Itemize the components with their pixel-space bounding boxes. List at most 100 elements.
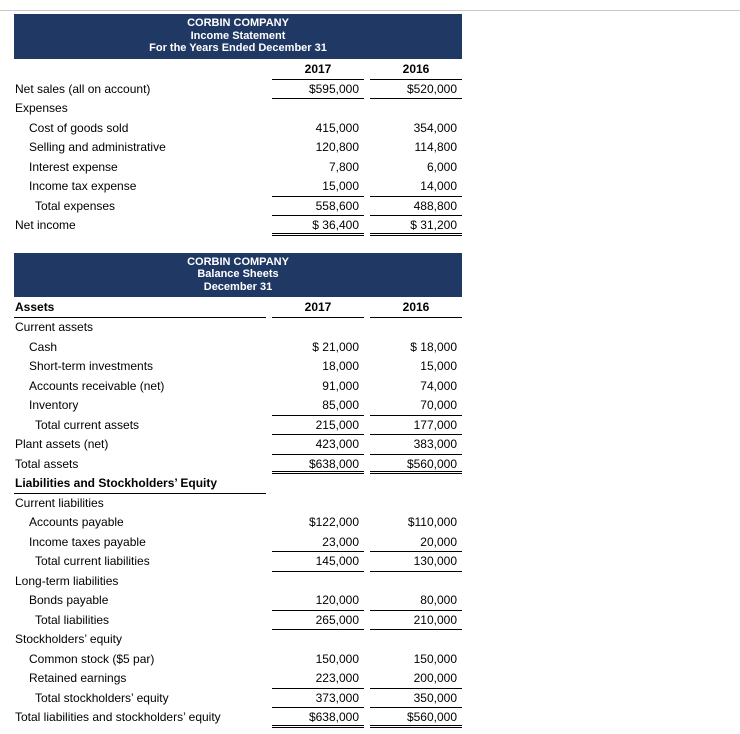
row-label: Net income <box>15 218 76 232</box>
amount-2017 <box>272 630 364 650</box>
statement-row: Liabilities and Stockholders’ Equity <box>14 474 462 494</box>
column-header-2016: 2016 <box>370 59 462 80</box>
amount-2017: $122,000 <box>308 515 359 529</box>
balance-sheet: CORBIN COMPANY Balance Sheets December 3… <box>14 252 462 728</box>
amount-2016: 354,000 <box>413 120 457 135</box>
amount-2016: $560,000 <box>370 708 462 728</box>
amount-2017: 415,000 <box>315 120 359 135</box>
amount-2016 <box>370 630 462 650</box>
row-label: Expenses <box>15 101 68 115</box>
row-label: Accounts receivable (net) <box>29 378 165 393</box>
statement-row: Total liabilities 265,000 210,000 <box>14 611 462 630</box>
worksheet-top-border <box>0 10 740 11</box>
row-label: Total assets <box>15 456 79 471</box>
amount-2017: $ 36,400 <box>272 216 364 236</box>
amount-2017: 150,000 <box>315 651 359 666</box>
amount-2017 <box>272 318 364 338</box>
company-name: CORBIN COMPANY <box>187 17 289 29</box>
amount-2016: $520,000 <box>370 80 462 99</box>
income-statement-column-headers: 2017 2016 <box>14 59 462 80</box>
amount-2016: 14,000 <box>370 177 462 197</box>
amount-2016: 210,000 <box>370 611 462 630</box>
amount-2016: 80,000 <box>370 591 462 611</box>
amount-2017: 120,000 <box>272 591 364 611</box>
amount-2016 <box>370 572 462 592</box>
statement-row: Interest expense 7,800 6,000 <box>14 158 462 178</box>
row-label: Income taxes payable <box>29 534 146 549</box>
amount-2017: 145,000 <box>272 552 364 572</box>
amount-2017 <box>272 99 364 119</box>
income-statement-rows: Net sales (all on account) $595,000 $520,0… <box>14 80 462 236</box>
column-spacer <box>14 59 266 80</box>
row-label: Retained earnings <box>29 671 127 685</box>
column-header-2017: 2017 <box>272 59 364 80</box>
row-label: Cash <box>29 339 58 354</box>
amount-2016: 74,000 <box>420 378 457 393</box>
amount-2017 <box>272 494 364 514</box>
amount-2016: 6,000 <box>426 159 457 174</box>
amount-2017: $638,000 <box>272 708 364 728</box>
row-label: Selling and administrative <box>29 140 166 154</box>
amount-2017: $595,000 <box>272 80 364 99</box>
statement-row: Short-term investments 18,000 15,000 <box>14 357 462 377</box>
statement-row: Income taxes payable 23,000 20,000 <box>14 533 462 552</box>
amount-2017: 120,800 <box>315 140 359 154</box>
amount-2017: 558,600 <box>272 197 364 216</box>
amount-2016: 130,000 <box>370 552 462 572</box>
row-label: Bonds payable <box>29 593 109 607</box>
amount-2016: $560,000 <box>370 455 462 474</box>
statement-period: For the Years Ended December 31 <box>149 42 327 54</box>
statement-row: Income tax expense 15,000 14,000 <box>14 177 462 197</box>
amount-2017: 423,000 <box>272 435 364 455</box>
amount-2016 <box>370 494 462 514</box>
amount-2017: 18,000 <box>322 359 359 373</box>
amount-2016: $110,000 <box>407 515 457 529</box>
amount-2017: 23,000 <box>272 533 364 552</box>
amount-2017: 215,000 <box>272 416 364 435</box>
statement-row: Stockholders’ equity <box>14 630 462 650</box>
amount-2017: $638,000 <box>272 455 364 474</box>
balance-sheet-column-headers: Assets 2017 2016 <box>14 297 462 318</box>
balance-sheet-title-block: CORBIN COMPANY Balance Sheets December 3… <box>14 252 462 297</box>
statement-row: Cash $ 21,000 $ 18,000 <box>14 338 462 358</box>
statement-row: Selling and administrative 120,800 114,800 <box>14 138 462 158</box>
statement-row: Retained earnings 223,000 200,000 <box>14 669 462 689</box>
balance-sheet-rows: Current assets Cash $ 21,000 $ 18,000 Short-… <box>14 318 462 728</box>
amount-2017 <box>272 474 364 494</box>
statement-row: Total stockholders’ equity 373,000 350,000 <box>14 689 462 708</box>
row-label: Current assets <box>15 320 94 334</box>
row-label: Long-term liabilities <box>15 573 119 588</box>
row-label: Interest expense <box>29 159 118 174</box>
amount-2017: 373,000 <box>272 689 364 708</box>
amount-2017: 15,000 <box>272 177 364 197</box>
statement-row: Inventory 85,000 70,000 <box>14 396 462 416</box>
statement-row: Current liabilities <box>14 494 462 514</box>
financial-statements: CORBIN COMPANY Income Statement For the … <box>14 14 462 728</box>
row-label: Plant assets (net) <box>15 437 109 451</box>
row-label: Accounts payable <box>29 515 124 529</box>
statement-row: Total current liabilities 145,000 130,000 <box>14 552 462 572</box>
row-label: Stockholders’ equity <box>15 632 122 646</box>
row-label: Total stockholders’ equity <box>35 690 169 705</box>
amount-2016 <box>370 474 462 494</box>
amount-2016: 488,800 <box>370 197 462 216</box>
amount-2016 <box>370 318 462 338</box>
statement-period: December 31 <box>203 280 273 293</box>
amount-2016: 20,000 <box>370 533 462 552</box>
amount-2017: 223,000 <box>272 669 364 689</box>
amount-2016: 150,000 <box>413 651 457 666</box>
amount-2016: 70,000 <box>370 396 462 416</box>
column-header-2017: 2017 <box>272 297 364 318</box>
statement-row: Current assets <box>14 318 462 338</box>
statement-row: Accounts payable $122,000 $110,000 <box>14 513 462 533</box>
amount-2017: 91,000 <box>322 378 359 393</box>
row-label: Total current assets <box>35 417 140 432</box>
income-statement-title-block: CORBIN COMPANY Income Statement For the … <box>14 14 462 59</box>
statement-row: Long-term liabilities <box>14 572 462 592</box>
column-header-2016: 2016 <box>370 297 462 318</box>
amount-2016: 114,800 <box>414 140 458 154</box>
statement-row: Total current assets 215,000 177,000 <box>14 416 462 435</box>
row-label: Inventory <box>29 398 79 412</box>
row-label: Liabilities and Stockholders’ Equity <box>14 474 266 494</box>
row-label: Net sales (all on account) <box>15 81 151 96</box>
